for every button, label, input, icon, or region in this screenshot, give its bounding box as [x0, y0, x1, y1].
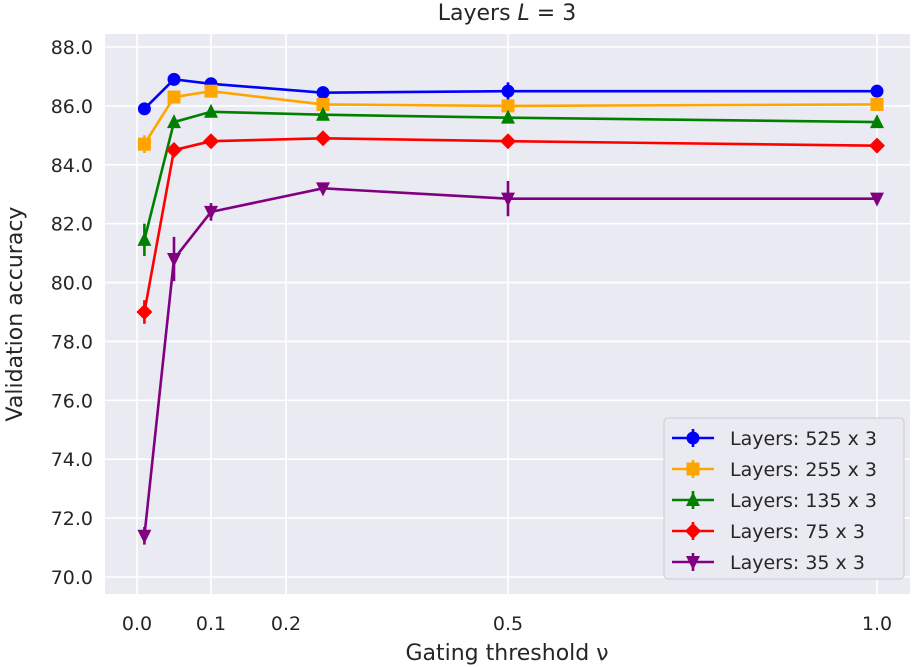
y-tick-label: 76.0 — [51, 390, 93, 412]
data-point — [167, 114, 181, 129]
data-point — [315, 130, 331, 147]
y-tick-label: 78.0 — [51, 331, 93, 353]
y-tick-label: 84.0 — [51, 155, 93, 177]
legend-label: Layers: 525 x 3 — [730, 428, 877, 450]
y-tick-label: 74.0 — [51, 449, 93, 471]
y-tick-label: 70.0 — [51, 567, 93, 589]
data-point — [167, 72, 181, 86]
data-point — [166, 142, 182, 159]
data-point — [870, 84, 884, 98]
data-point — [203, 133, 219, 150]
legend-label: Layers: 75 x 3 — [730, 521, 865, 543]
data-point — [316, 86, 330, 100]
series-layer — [136, 72, 885, 545]
y-tick-label: 88.0 — [51, 37, 93, 59]
series-2 — [137, 84, 884, 153]
y-tick-label: 80.0 — [51, 273, 93, 295]
data-point — [204, 205, 218, 220]
y-axis-label: Validation accuracy — [3, 207, 28, 422]
data-point — [501, 84, 515, 98]
legend-marker — [686, 431, 700, 445]
data-point — [137, 529, 152, 544]
data-point — [204, 84, 218, 98]
legend-box — [663, 417, 905, 580]
legend: Layers: 525 x 3 Layers: 255 x 3 Layers: 13… — [663, 417, 905, 580]
series-line — [143, 136, 878, 313]
y-axis-ticks: 70.0 72.0 74.0 76.0 78.0 80.0 82.0 84.0 86.0 88.0 — [51, 37, 93, 589]
x-axis-label: Gating threshold ν — [405, 641, 608, 666]
data-point — [137, 231, 152, 246]
series-line — [143, 187, 877, 536]
legend-marker — [686, 492, 700, 506]
data-point — [316, 97, 330, 111]
series-line — [143, 89, 878, 145]
legend-entry: Layers: 75 x 3 — [672, 521, 865, 543]
legend-label: Layers: 35 x 3 — [730, 552, 865, 574]
data-point — [870, 114, 884, 129]
x-tick-label: 1.0 — [862, 613, 892, 635]
legend-label: Layers: 255 x 3 — [730, 459, 877, 481]
series-line — [143, 78, 877, 110]
data-point — [137, 102, 151, 116]
series-line — [143, 110, 878, 241]
data-point — [204, 103, 218, 118]
series-5 — [137, 180, 884, 545]
data-point — [501, 109, 515, 124]
x-tick-label: 0.5 — [493, 613, 523, 635]
y-tick-label: 72.0 — [51, 508, 93, 530]
legend-marker — [685, 523, 701, 539]
series-4 — [136, 130, 885, 324]
series-3 — [137, 103, 884, 257]
legend-entry: Layers: 135 x 3 — [672, 490, 877, 512]
data-point — [136, 304, 153, 320]
grid — [105, 34, 910, 594]
legend-entry: Layers: 35 x 3 — [672, 552, 865, 574]
legend-entry: Layers: 525 x 3 — [672, 428, 877, 450]
x-axis-ticks: 0.0 0.1 0.2 0.5 1.0 — [122, 613, 892, 635]
data-point — [167, 253, 181, 267]
data-point — [869, 137, 885, 154]
data-point — [870, 97, 884, 111]
chart-title: Layers L = 3 — [438, 1, 576, 26]
x-tick-label: 0.1 — [196, 613, 226, 635]
data-point — [500, 133, 516, 150]
x-tick-label: 0.0 — [122, 613, 152, 635]
data-point — [137, 137, 151, 151]
data-point — [316, 182, 330, 197]
data-point — [167, 90, 181, 104]
data-point — [870, 192, 884, 207]
legend-label: Layers: 135 x 3 — [730, 490, 877, 512]
y-tick-label: 86.0 — [51, 96, 93, 118]
data-point — [316, 106, 330, 121]
legend-marker — [686, 462, 700, 476]
data-point — [501, 99, 515, 113]
legend-marker — [686, 556, 700, 570]
y-tick-label: 82.0 — [51, 214, 93, 236]
x-tick-label: 0.2 — [271, 613, 301, 635]
legend-entry: Layers: 255 x 3 — [672, 459, 877, 481]
data-point — [501, 192, 515, 207]
